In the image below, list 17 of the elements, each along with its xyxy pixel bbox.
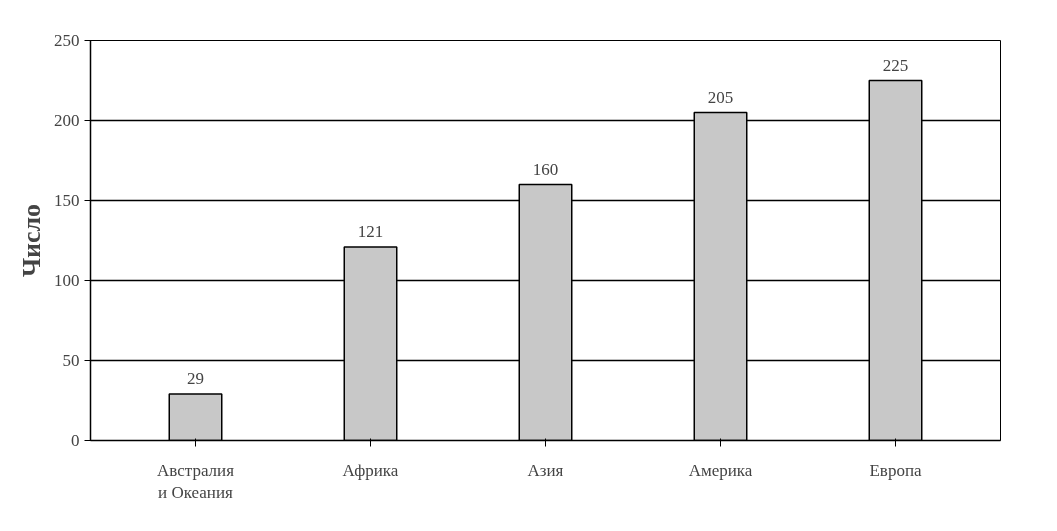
y-tick-label: 250 bbox=[54, 31, 80, 50]
x-tick-label: Европа bbox=[869, 460, 922, 480]
x-tick-label: Африка bbox=[342, 460, 399, 480]
x-tick-label: Америка bbox=[688, 460, 753, 480]
y-tick-label: 100 bbox=[54, 271, 80, 290]
data-label: 225 bbox=[882, 55, 909, 75]
data-label: 29 bbox=[187, 369, 204, 389]
y-tick-label: 150 bbox=[54, 191, 80, 210]
data-label: 205 bbox=[707, 87, 734, 107]
x-tick-label: Австралия и Океания bbox=[157, 460, 235, 503]
y-tick-label: 50 bbox=[62, 351, 80, 370]
x-tick-label: Азия bbox=[527, 460, 564, 480]
data-label: 121 bbox=[357, 221, 384, 241]
data-label: 160 bbox=[532, 159, 559, 179]
y-axis-title: Число bbox=[17, 203, 46, 278]
y-tick-label: 0 bbox=[71, 431, 80, 450]
y-tick-label: 200 bbox=[54, 111, 80, 130]
